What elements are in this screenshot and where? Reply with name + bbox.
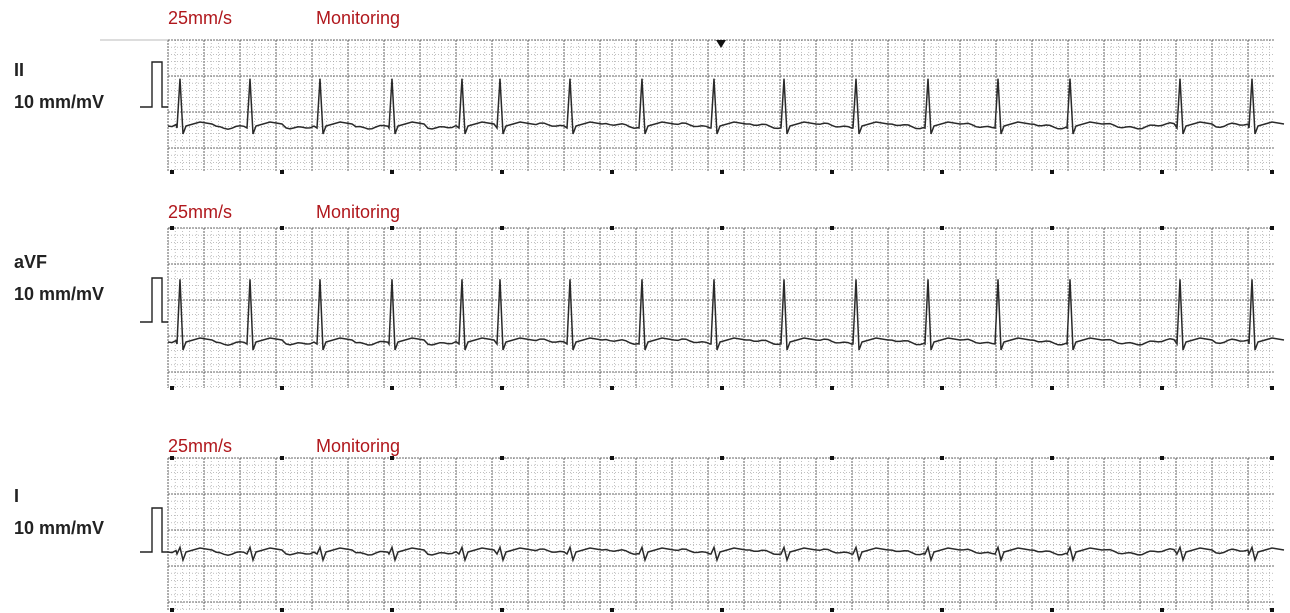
grid-lines [167,457,1274,610]
mode-label: Monitoring [316,202,401,222]
ecg-grid [140,226,1285,390]
ecg-strip-lead-avf: 25mm/s Monitoring aVF 10 mm/mV [0,200,1290,400]
paper-speed-label: 25mm/s [168,436,233,456]
time-markers [170,226,1274,390]
lead-label: I [14,486,20,506]
paper-speed-label: 25mm/s [168,202,233,222]
calibration-pulse [140,507,168,553]
gain-label: 10 mm/mV [14,518,105,538]
gain-label: 10 mm/mV [14,92,105,112]
event-marker-icon [716,40,726,48]
ecg-strip-lead-ii: 25mm/s Monitoring II 10 mm/mV [0,0,1290,190]
paper-speed-label: 25mm/s [168,8,233,28]
grid-lines [167,227,1274,388]
time-markers [170,170,1274,174]
gain-label: 10 mm/mV [14,284,105,304]
mode-label: Monitoring [316,8,401,28]
ecg-grid [100,39,1285,174]
lead-label: II [14,60,25,80]
time-markers [170,456,1274,612]
lead-label: aVF [14,252,48,272]
calibration-pulse [140,277,168,323]
ecg-trace [167,78,1285,135]
calibration-pulse [140,61,168,108]
mode-label: Monitoring [316,436,401,456]
ecg-grid [140,456,1285,612]
ecg-trace [167,544,1285,563]
ecg-trace [167,279,1285,351]
grid-lines [167,39,1274,172]
ecg-strip-lead-i: 25mm/s Monitoring I 10 mm/mV [0,434,1290,613]
